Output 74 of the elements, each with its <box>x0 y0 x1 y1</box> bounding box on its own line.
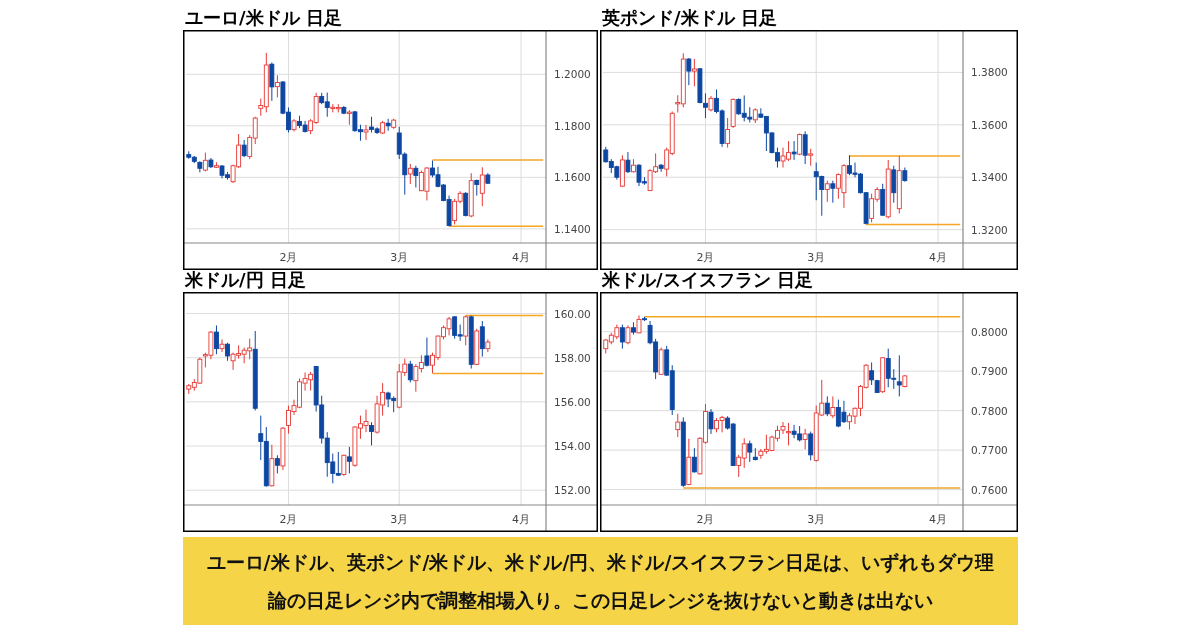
candlestick <box>424 337 430 368</box>
x-tick-label: 3月 <box>390 513 409 526</box>
y-tick-label: 1.1600 <box>554 171 591 184</box>
y-tick-label: 1.3400 <box>971 171 1008 184</box>
x-tick-label: 3月 <box>807 251 826 264</box>
candlestick <box>274 454 280 474</box>
y-tick-label: 1.3600 <box>971 118 1008 131</box>
chart-title: 米ドル/スイスフラン 日足 <box>602 268 813 292</box>
y-tick-label: 0.7700 <box>971 444 1008 457</box>
candlestick <box>619 324 625 350</box>
candlestick <box>891 165 897 204</box>
y-tick-label: 158.00 <box>554 351 591 364</box>
y-tick-label: 156.00 <box>554 395 591 408</box>
y-tick-label: 1.1800 <box>554 119 591 132</box>
candlestick <box>479 166 485 207</box>
candlestick <box>625 151 631 174</box>
candlestick <box>407 163 413 185</box>
candlestick <box>269 61 275 102</box>
y-tick-label: 1.3800 <box>971 66 1008 79</box>
candlestick <box>725 117 731 149</box>
candlestick <box>625 324 631 345</box>
chart-title: ユーロ/米ドル 日足 <box>185 6 342 30</box>
x-tick-label: 4月 <box>929 251 948 264</box>
y-tick-label: 0.8000 <box>971 325 1008 338</box>
candlestick <box>830 180 836 204</box>
candlestick <box>703 92 708 119</box>
x-tick-label: 2月 <box>279 251 298 264</box>
candlestick <box>675 413 681 438</box>
x-tick-label: 2月 <box>696 251 715 264</box>
candlestick <box>686 57 692 86</box>
candlestick <box>463 191 469 217</box>
x-tick-label: 2月 <box>279 513 298 526</box>
x-tick-label: 3月 <box>390 251 409 264</box>
candlestick <box>830 395 836 419</box>
y-tick-label: 0.7600 <box>971 483 1008 496</box>
candlestick <box>214 324 219 355</box>
candlestick <box>225 342 230 362</box>
candlestick <box>413 165 419 188</box>
y-tick-label: 1.1400 <box>554 222 591 235</box>
x-tick-label: 3月 <box>807 513 826 526</box>
candlestick <box>896 354 902 397</box>
candlestick <box>786 422 791 446</box>
candlestick <box>219 338 225 353</box>
candlestick <box>407 360 413 383</box>
candlestick <box>691 447 697 474</box>
candlestick <box>708 408 714 435</box>
x-tick-label: 4月 <box>929 513 948 526</box>
y-tick-label: 0.7800 <box>971 404 1008 417</box>
candlestick <box>791 140 797 161</box>
y-tick-label: 1.3200 <box>971 223 1008 236</box>
chart-title: 米ドル/円 日足 <box>185 268 306 292</box>
y-tick-label: 0.7900 <box>971 365 1008 378</box>
candlestick <box>691 58 697 87</box>
chart-title: 英ポンド/米ドル 日足 <box>602 6 777 30</box>
text: ユーロ/米ドル、英ポンド/米ドル、米ドル/円、米ドル/スイスフラン日足は、いずれもダウ理論の日足レンジ内で調整相場入り。この日足レンジを抜けないと動きは出ない <box>205 550 996 613</box>
candlestick <box>802 130 808 165</box>
candlestick <box>747 440 753 463</box>
candlestick <box>824 180 830 203</box>
y-tick-label: 154.00 <box>554 440 591 453</box>
candlestick <box>346 446 352 474</box>
candlestick <box>802 428 808 450</box>
candlestick <box>363 124 369 141</box>
y-tick-label: 160.00 <box>554 307 591 320</box>
x-tick-label: 4月 <box>512 513 531 526</box>
candlestick <box>369 421 374 446</box>
candlestick <box>808 431 814 461</box>
y-tick-label: 1.2000 <box>554 68 591 81</box>
candlestick <box>463 315 469 346</box>
x-tick-label: 2月 <box>696 513 715 526</box>
candlestick <box>274 74 280 98</box>
candlestick <box>824 395 830 417</box>
y-tick-label: 152.00 <box>554 484 591 497</box>
candlestick <box>479 320 485 358</box>
x-tick-label: 4月 <box>512 251 531 264</box>
